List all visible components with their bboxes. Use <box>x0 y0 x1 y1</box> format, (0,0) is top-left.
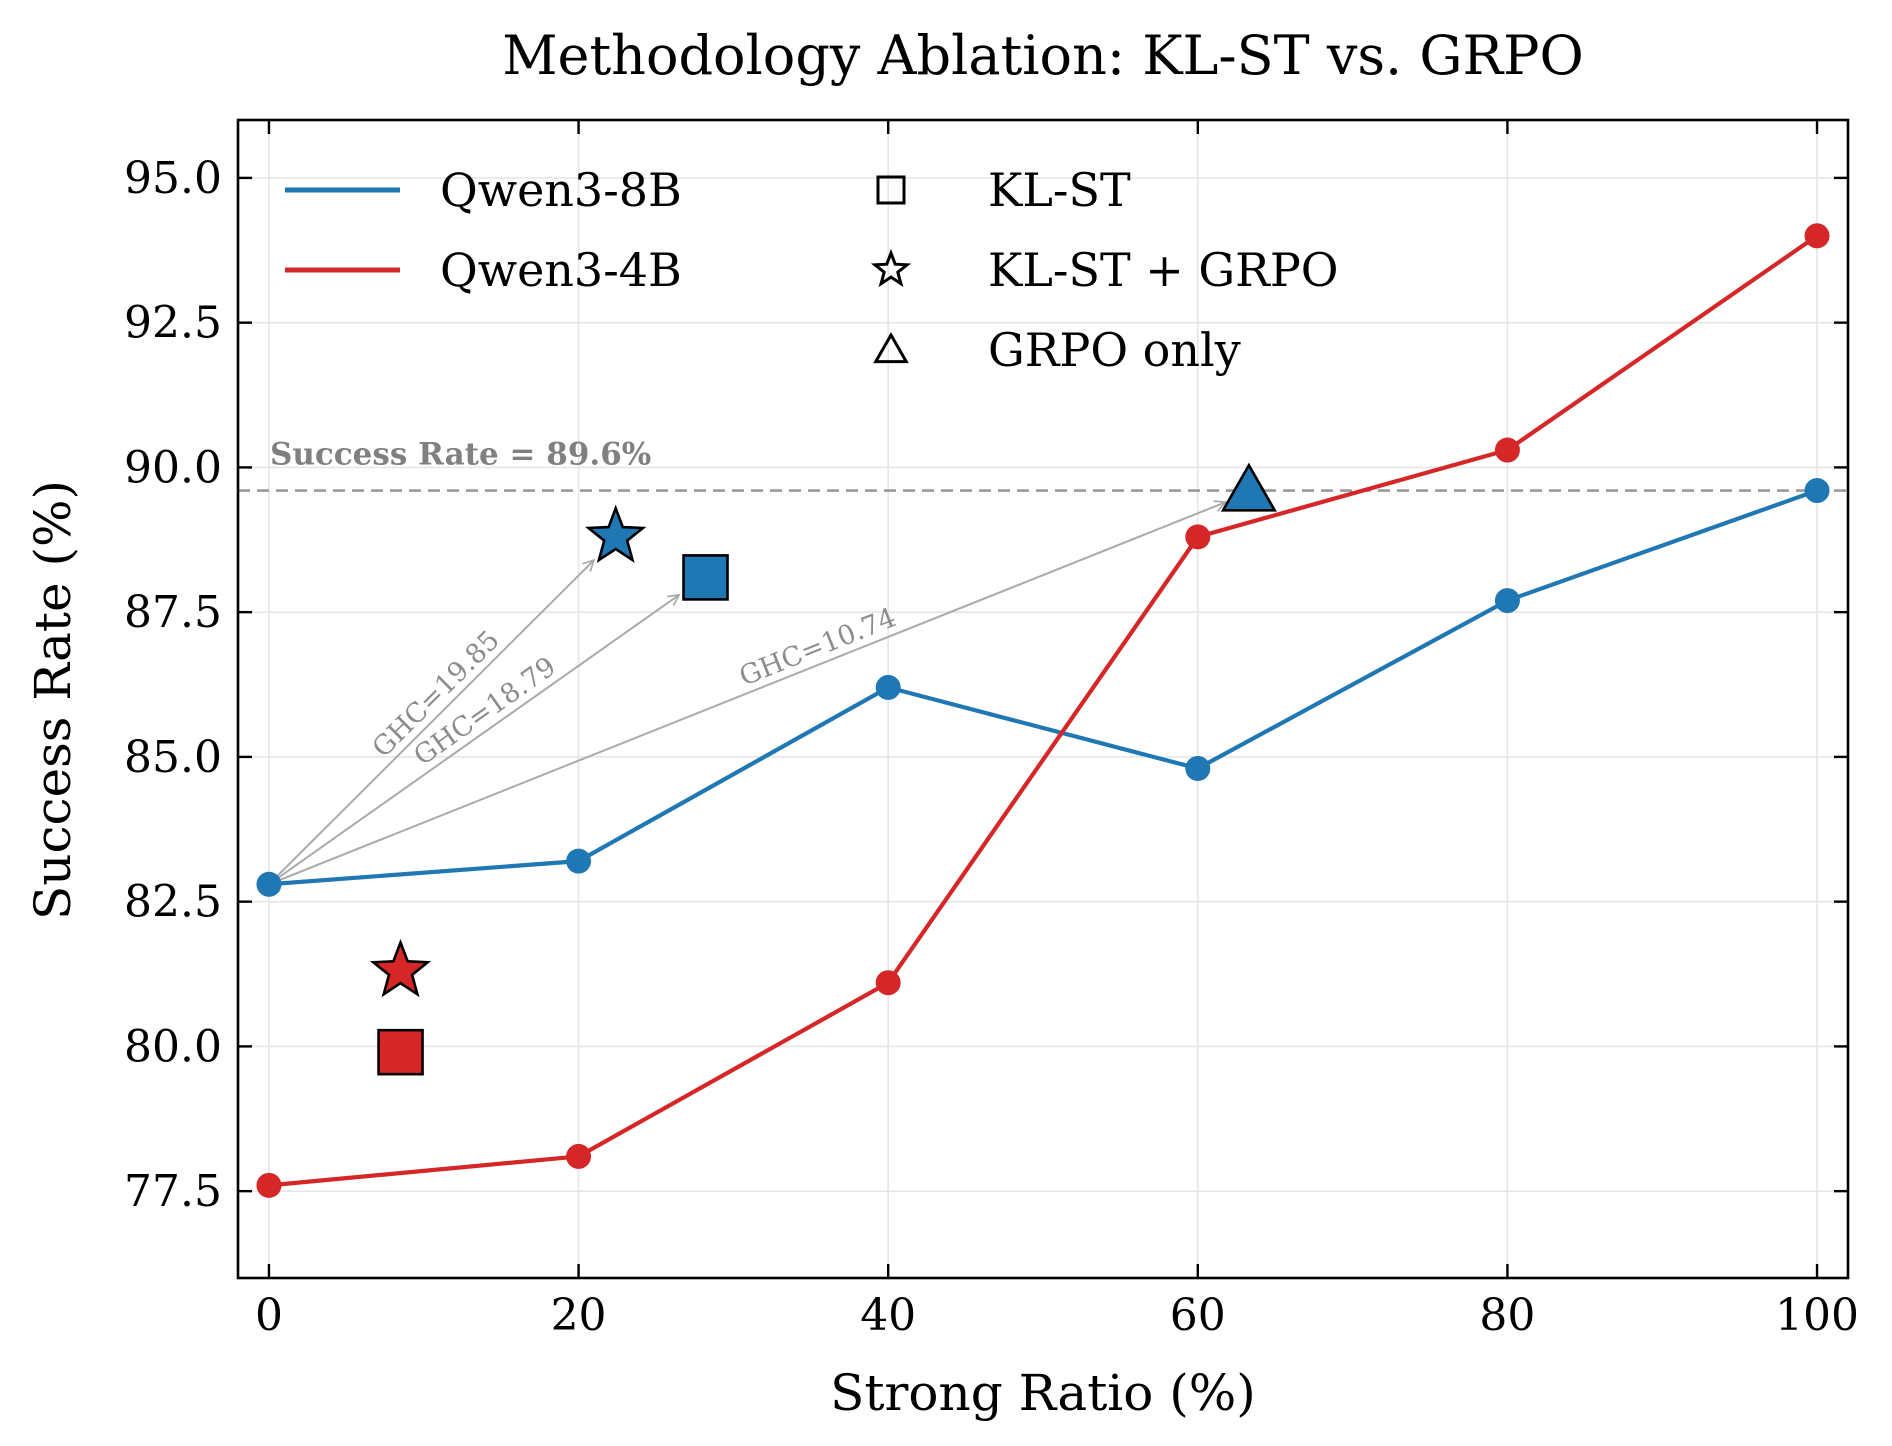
ghc-label-group: GHC=10.74 <box>735 602 900 692</box>
x-tick-label: 20 <box>551 1290 607 1341</box>
data-point <box>1494 437 1520 463</box>
marker-square-qwen3-4b <box>377 1028 424 1076</box>
data-point <box>1185 755 1211 781</box>
legend-label: KL-ST + GRPO <box>988 243 1338 297</box>
data-point <box>1804 478 1830 504</box>
legend-triangle-icon <box>873 332 909 364</box>
x-axis-label: Strong Ratio (%) <box>830 1364 1256 1422</box>
y-tick-label: 95.0 <box>124 153 222 204</box>
y-tick-label: 90.0 <box>124 442 222 493</box>
data-point <box>875 674 901 700</box>
series-lines <box>256 223 1830 1198</box>
series-line-qwen3-8b <box>268 488 1818 887</box>
y-tick-label: 92.5 <box>124 298 222 349</box>
data-point <box>566 848 592 874</box>
legend: Qwen3-8B Qwen3-4B KL-ST KL-ST + GRPO GRPO on… <box>285 163 1338 377</box>
data-point <box>875 970 901 996</box>
chart-title: Methodology Ablation: KL-ST vs. GRPO <box>502 24 1584 87</box>
series-line-qwen3-4b <box>268 234 1819 1188</box>
y-tick-label: 87.5 <box>124 587 222 638</box>
y-tick-label: 82.5 <box>124 877 222 928</box>
ghc-arrow <box>268 595 679 886</box>
ghc-arrow <box>268 560 594 885</box>
legend-label: Qwen3-4B <box>440 243 682 297</box>
plot-frame <box>236 118 1850 1280</box>
data-point <box>1804 223 1830 249</box>
y-tick-label: 80.0 <box>124 1021 222 1072</box>
x-tick-label: 80 <box>1479 1290 1535 1341</box>
method-markers <box>369 462 1277 1076</box>
data-point <box>566 1143 592 1169</box>
legend-label: Qwen3-8B <box>440 163 682 217</box>
ghc-arrow <box>268 502 1226 886</box>
data-point <box>1494 588 1520 614</box>
ghc-label: GHC=10.74 <box>735 602 900 692</box>
data-point <box>256 871 282 897</box>
x-tick-label: 40 <box>860 1290 916 1341</box>
marker-star-qwen3-8b <box>584 504 647 563</box>
x-tick-label: 100 <box>1775 1290 1859 1341</box>
marker-triangle-qwen3-8b <box>1220 462 1277 512</box>
legend-label: GRPO only <box>988 323 1241 377</box>
grid <box>238 120 1848 1278</box>
reference-line-group: Success Rate = 89.6% <box>238 437 1848 492</box>
marker-square-qwen3-8b <box>682 554 729 601</box>
y-tick-label: 85.0 <box>124 732 222 783</box>
legend-label: KL-ST <box>988 163 1131 217</box>
axis-ticks: 0 20 40 60 80 100 77.5 80.0 82.5 85.0 87.5 90.0 92.5… <box>124 120 1859 1341</box>
legend-star-icon <box>870 248 912 288</box>
x-tick-label: 0 <box>255 1290 283 1341</box>
data-point <box>256 1172 282 1198</box>
y-tick-label: 77.5 <box>124 1166 222 1217</box>
marker-star-qwen3-4b <box>369 938 432 998</box>
x-tick-label: 60 <box>1170 1290 1226 1341</box>
y-axis-label: Success Rate (%) <box>24 480 82 920</box>
reference-line-label: Success Rate = 89.6% <box>270 437 651 473</box>
legend-square-icon <box>876 175 906 205</box>
data-point <box>1185 524 1211 550</box>
